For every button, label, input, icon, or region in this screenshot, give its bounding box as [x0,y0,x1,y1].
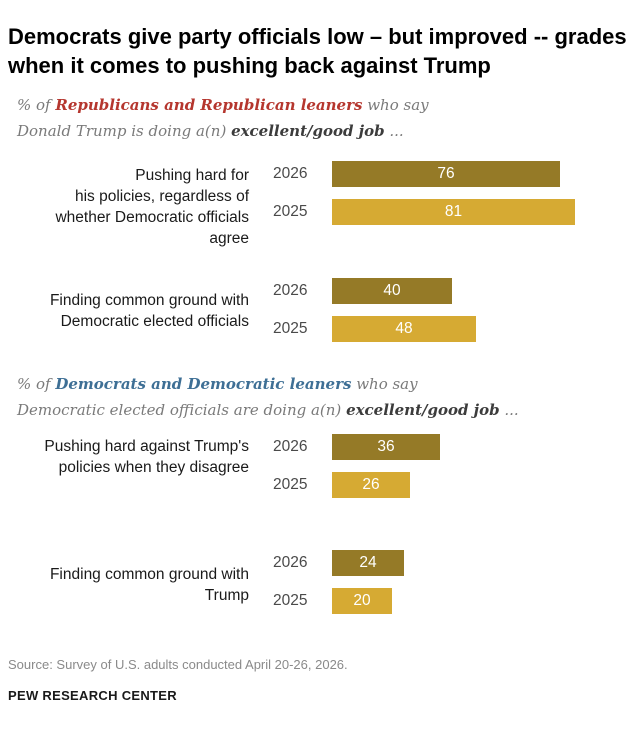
bar-2026: 36 [332,434,440,460]
data-label: 81 [444,203,463,220]
data-label: 24 [359,554,377,571]
panel-2-subtitle-line-1: % of Democrats and Democratic leaners wh… [17,375,418,393]
data-label: 40 [383,282,401,299]
data-label: 48 [395,320,413,337]
category-label: Pushing hard against Trump's policies whe… [44,438,249,476]
panel-2-subtitle-line-2: Democratic elected officials are doing a… [17,401,519,419]
bar-2026: 76 [332,161,560,187]
data-label: 36 [377,438,395,455]
panel-1-subtitle-line-1: % of Republicans and Republican leaners … [17,96,429,114]
source-note: Source: Survey of U.S. adults conducted … [8,657,348,672]
year-label: 2025 [273,203,308,220]
category-label: Pushing hard for his policies, regardless… [55,167,249,247]
bar-2025: 26 [332,472,410,498]
category-label: Finding common ground with Democratic ele… [49,292,249,330]
year-label: 2026 [273,554,308,571]
data-label: 76 [437,165,455,182]
year-label: 2025 [273,592,308,609]
democrat-group-label: Democrats and Democratic leaners [55,375,352,393]
year-label: 2026 [273,282,308,299]
data-label: 26 [362,476,380,493]
bar-2025: 48 [332,316,476,342]
data-label: 20 [353,592,371,609]
year-label: 2026 [273,438,308,455]
bar-2025: 20 [332,588,392,614]
footer-credit: PEW RESEARCH CENTER [8,688,177,703]
bar-2026: 24 [332,550,404,576]
category-label: Finding common ground with Trump [49,566,249,604]
republican-group-label: Republicans and Republican leaners [55,96,363,114]
bar-2026: 40 [332,278,452,304]
year-label: 2025 [273,320,308,337]
bar-2025: 81 [332,199,575,225]
year-label: 2025 [273,476,308,493]
chart-title: Democrats give party officials low – but… [8,24,627,78]
panel-1-subtitle-line-2: Donald Trump is doing a(n) excellent/goo… [17,122,404,140]
year-label: 2026 [273,165,308,182]
